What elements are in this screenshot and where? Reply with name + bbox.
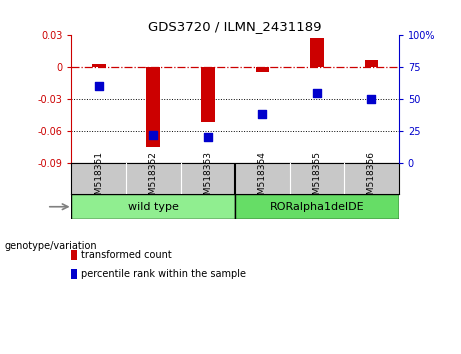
Title: GDS3720 / ILMN_2431189: GDS3720 / ILMN_2431189 bbox=[148, 20, 322, 33]
Text: GSM518351: GSM518351 bbox=[94, 151, 103, 206]
Point bbox=[368, 96, 375, 102]
Point bbox=[204, 135, 212, 140]
Text: GSM518356: GSM518356 bbox=[367, 151, 376, 206]
Text: transformed count: transformed count bbox=[81, 250, 171, 260]
Text: GSM518354: GSM518354 bbox=[258, 151, 267, 206]
Point bbox=[95, 84, 102, 89]
Bar bbox=[310, 38, 324, 67]
Text: RORalpha1delDE: RORalpha1delDE bbox=[270, 202, 364, 212]
Bar bbox=[92, 64, 106, 67]
Text: percentile rank within the sample: percentile rank within the sample bbox=[81, 269, 246, 279]
FancyBboxPatch shape bbox=[235, 194, 399, 219]
Text: GSM518353: GSM518353 bbox=[203, 151, 213, 206]
FancyBboxPatch shape bbox=[71, 194, 235, 219]
Text: genotype/variation: genotype/variation bbox=[5, 241, 97, 251]
Bar bbox=[147, 67, 160, 147]
Point bbox=[149, 132, 157, 138]
Point bbox=[313, 90, 321, 96]
Bar bbox=[365, 60, 378, 67]
Point bbox=[259, 112, 266, 117]
Bar bbox=[255, 67, 269, 72]
Text: GSM518352: GSM518352 bbox=[149, 151, 158, 206]
Bar bbox=[201, 67, 215, 122]
Text: GSM518355: GSM518355 bbox=[313, 151, 321, 206]
Text: wild type: wild type bbox=[128, 202, 179, 212]
